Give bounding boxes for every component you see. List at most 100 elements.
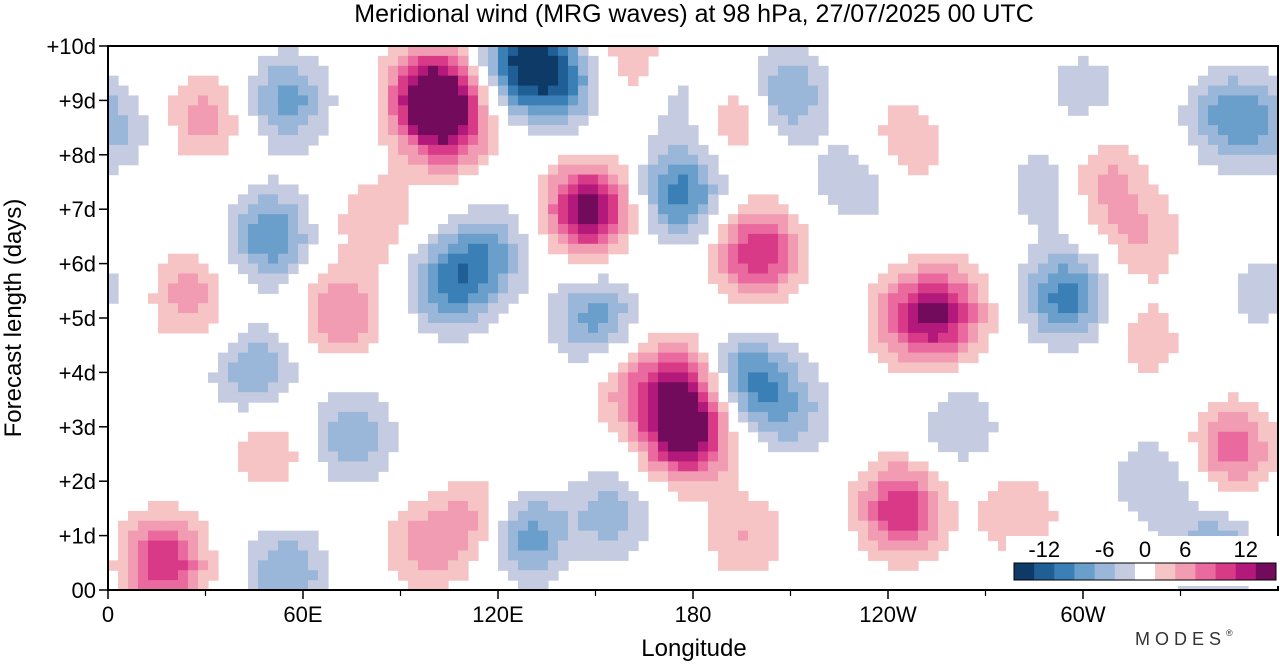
field-cell xyxy=(648,451,659,463)
field-cell xyxy=(628,441,639,453)
field-cell xyxy=(608,303,619,314)
field-cell xyxy=(678,431,689,443)
field-cell xyxy=(708,411,719,423)
field-cell xyxy=(318,580,329,590)
field-cell xyxy=(1058,313,1069,324)
field-cell xyxy=(638,382,649,393)
field-cell xyxy=(578,510,589,522)
field-cell xyxy=(468,322,479,334)
field-cell xyxy=(978,322,989,334)
field-cell xyxy=(218,125,229,136)
field-cell xyxy=(358,322,369,334)
field-cell xyxy=(848,510,859,522)
field-cell xyxy=(348,441,359,453)
field-cell xyxy=(948,332,959,344)
field-cell xyxy=(368,451,379,463)
field-cell xyxy=(698,174,709,186)
field-cell xyxy=(888,125,899,136)
field-cell xyxy=(1218,481,1229,492)
field-cell xyxy=(1218,154,1229,166)
field-cell xyxy=(338,313,349,324)
field-cell xyxy=(878,520,889,532)
field-cell xyxy=(1028,293,1039,304)
field-cell xyxy=(738,342,749,354)
field-cell xyxy=(538,510,549,522)
field-cell xyxy=(788,431,799,443)
field-cell xyxy=(678,144,689,156)
field-cell xyxy=(458,283,469,294)
field-cell xyxy=(408,164,419,176)
field-cell xyxy=(898,550,909,561)
field-cell xyxy=(708,481,719,492)
field-cell xyxy=(408,530,419,542)
field-cell xyxy=(218,144,229,156)
field-cell xyxy=(388,95,399,106)
field-cell xyxy=(208,283,219,294)
field-cell xyxy=(958,431,969,443)
field-cell xyxy=(628,491,639,502)
field-cell xyxy=(378,411,389,423)
field-cell xyxy=(1258,441,1269,453)
field-cell xyxy=(468,214,479,225)
field-cell xyxy=(798,382,809,393)
field-cell xyxy=(528,75,539,87)
field-cell xyxy=(128,510,139,522)
field-cell xyxy=(428,55,439,67)
field-cell xyxy=(708,520,719,532)
field-cell xyxy=(698,392,709,403)
field-cell xyxy=(278,342,289,354)
field-cell xyxy=(128,95,139,106)
field-cell xyxy=(548,115,559,126)
field-cell xyxy=(1218,471,1229,482)
field-cell xyxy=(438,95,449,106)
field-cell xyxy=(508,253,519,265)
field-cell xyxy=(418,75,429,87)
field-cell xyxy=(1228,105,1239,116)
field-cell xyxy=(658,125,669,136)
field-cell xyxy=(108,560,119,571)
field-cell xyxy=(478,105,489,116)
field-cell xyxy=(668,411,679,423)
field-cell xyxy=(1198,135,1209,146)
field-cell xyxy=(558,550,569,561)
field-cell xyxy=(548,95,559,106)
field-cell xyxy=(688,471,699,482)
field-cell xyxy=(728,253,739,265)
field-cell xyxy=(818,105,829,116)
field-cell xyxy=(1158,530,1169,542)
field-cell xyxy=(1038,214,1049,225)
field-cell xyxy=(788,75,799,87)
field-cell xyxy=(248,560,259,571)
field-cell xyxy=(738,500,749,512)
field-cell xyxy=(218,352,229,364)
field-cell xyxy=(1198,530,1209,542)
field-cell xyxy=(958,253,969,265)
field-cell xyxy=(698,491,709,502)
field-cell xyxy=(518,540,529,552)
field-cell xyxy=(198,75,209,87)
field-cell xyxy=(718,283,729,294)
field-cell xyxy=(788,46,799,57)
field-cell xyxy=(1058,263,1069,275)
field-cell xyxy=(588,510,599,522)
field-cell xyxy=(678,85,689,97)
field-cell xyxy=(468,293,479,304)
field-cell xyxy=(288,46,299,57)
field-cell xyxy=(458,560,469,571)
field-cell xyxy=(558,204,569,215)
field-cell xyxy=(1138,471,1149,482)
field-cell xyxy=(308,313,319,324)
field-cell xyxy=(318,283,329,294)
field-cell xyxy=(818,154,829,166)
field-cell xyxy=(1148,451,1159,463)
field-cell xyxy=(598,491,609,502)
field-cell xyxy=(198,263,209,275)
field-cell xyxy=(978,520,989,532)
field-cell xyxy=(298,194,309,205)
field-cell xyxy=(608,224,619,235)
field-cell xyxy=(328,471,339,482)
field-cell xyxy=(268,372,279,383)
y-tick-label: +3d xyxy=(59,415,96,440)
field-cell xyxy=(908,550,919,561)
field-cell xyxy=(198,540,209,552)
